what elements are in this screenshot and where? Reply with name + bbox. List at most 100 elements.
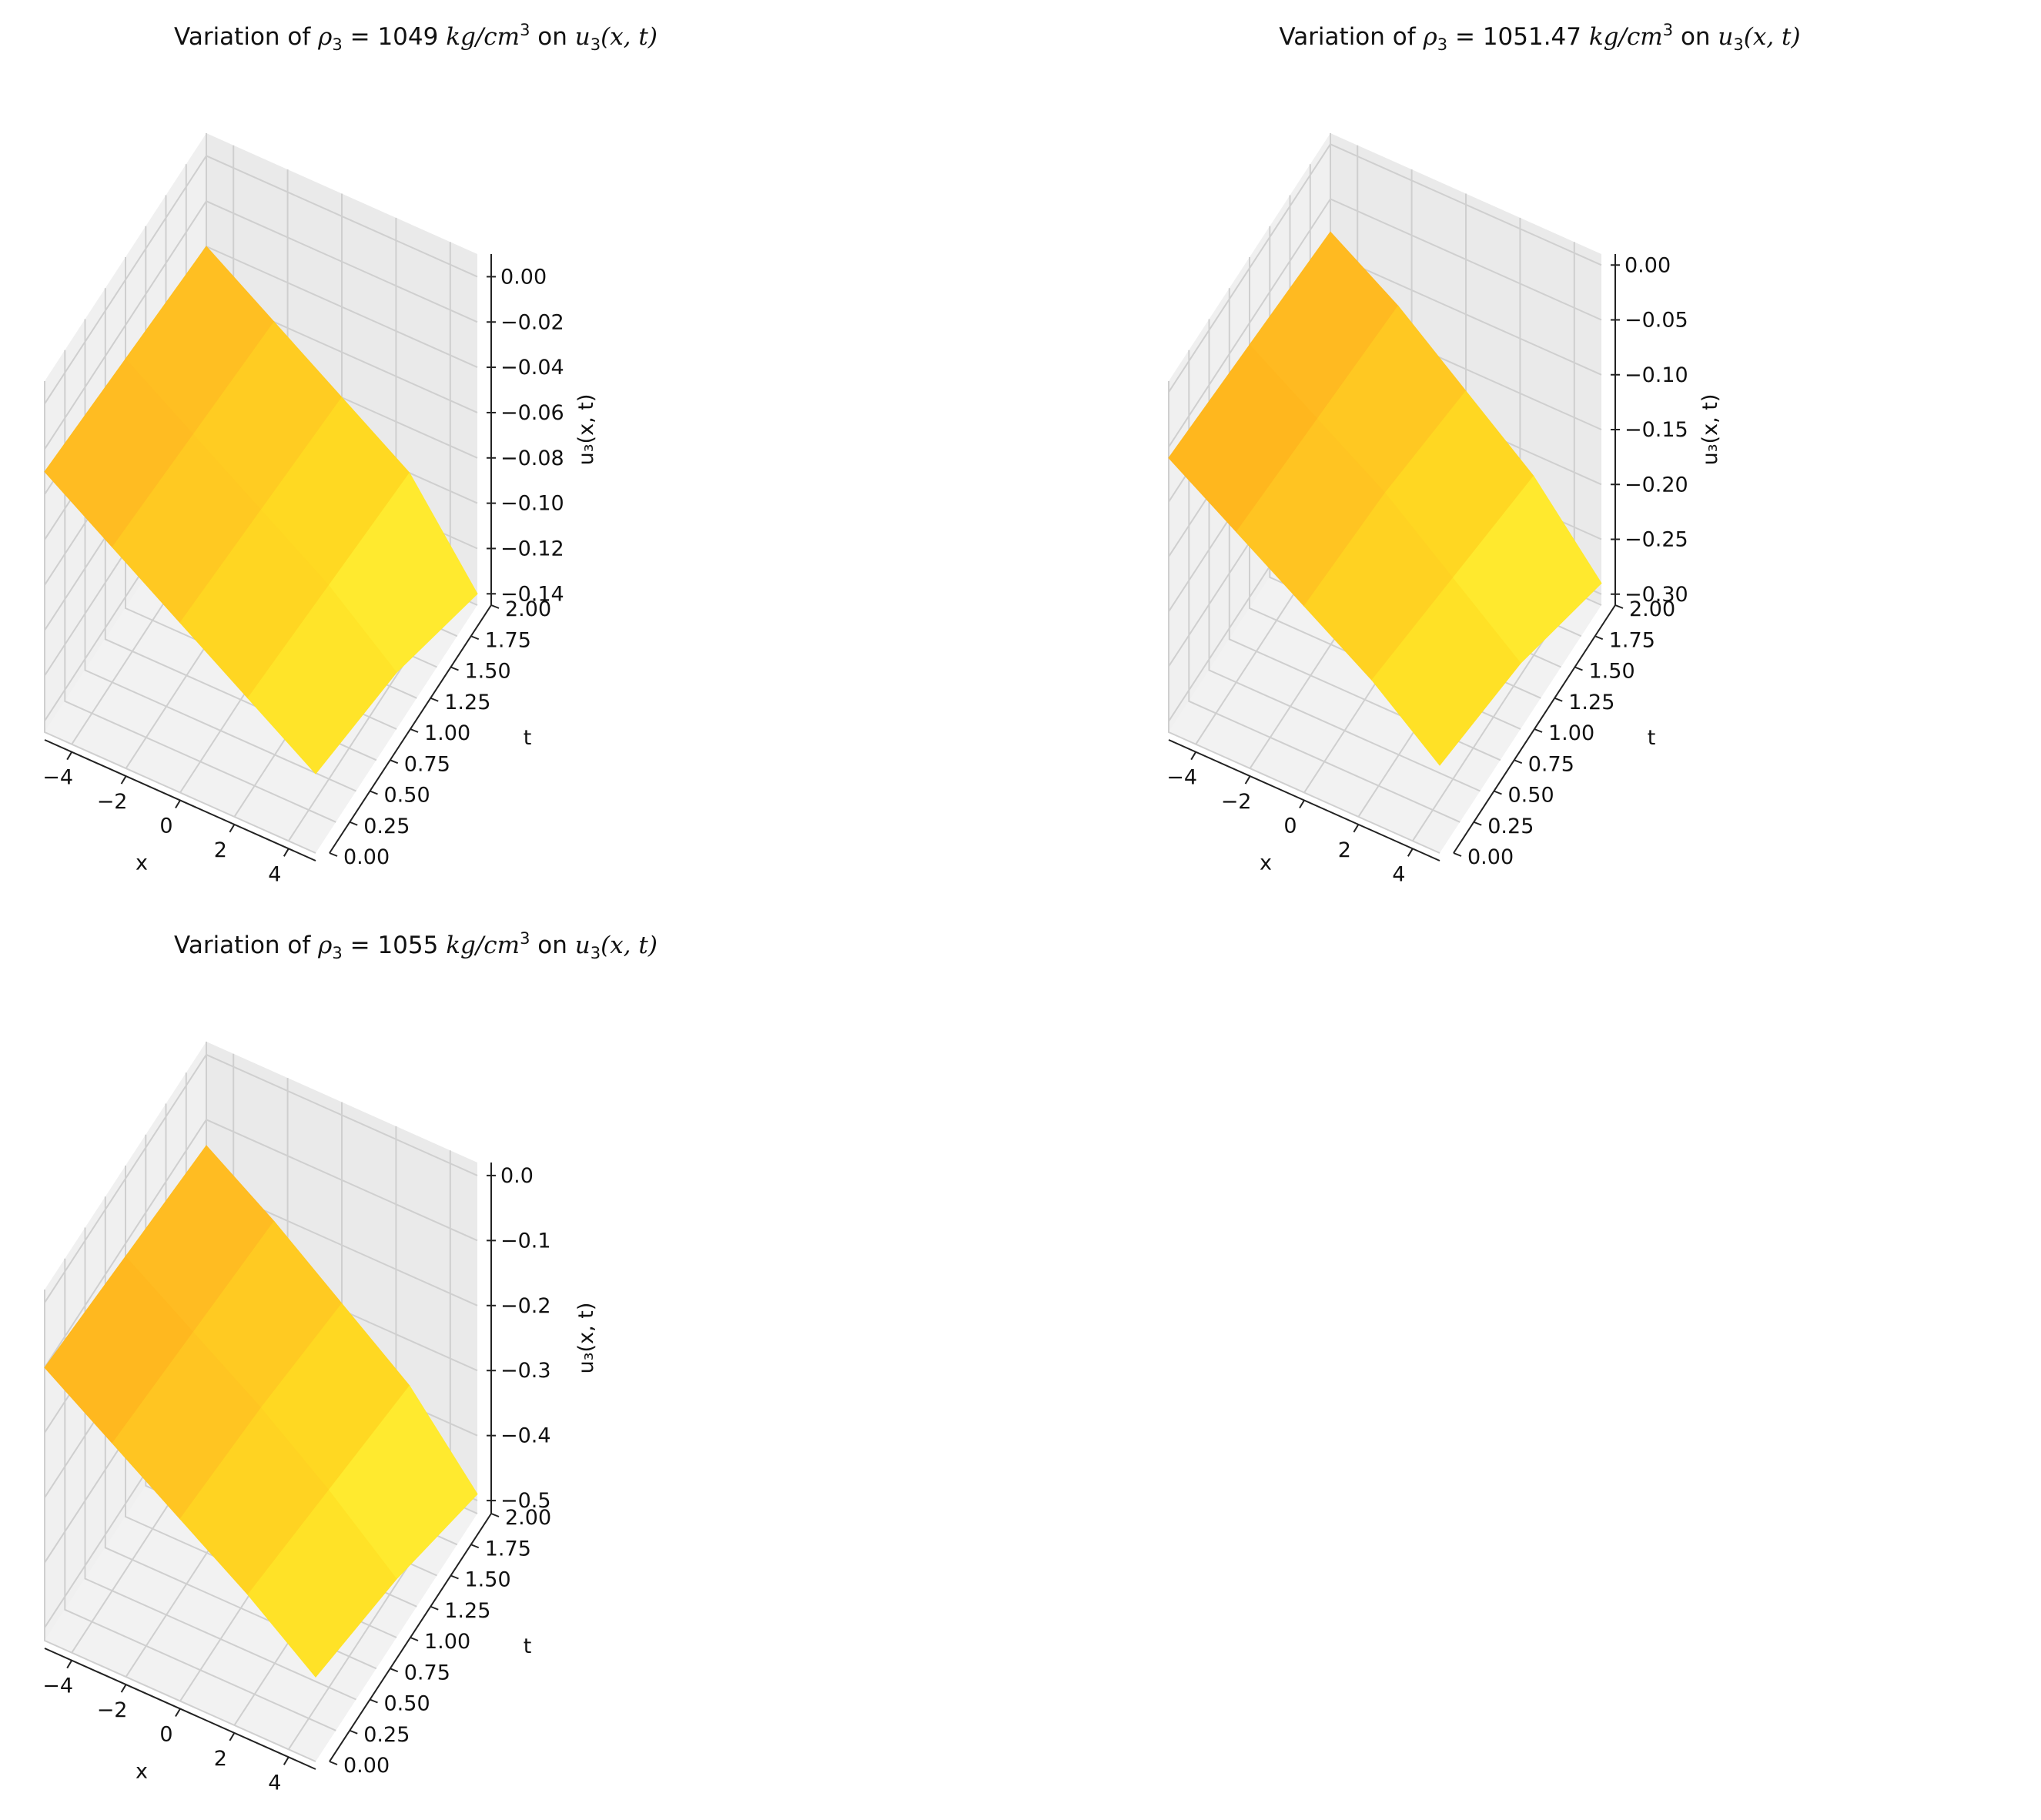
- x-tick: [1353, 824, 1360, 833]
- t-tick: [1453, 852, 1462, 857]
- z-gridline: [44, 155, 478, 404]
- z-tick-label: −0.04: [500, 356, 564, 380]
- z-tick-label: −0.5: [500, 1489, 551, 1513]
- axes-3d: −4 −2 0 2 4 0.00 0.25 0.50 0.75 1.00 1.25 1.50 1.75 2…: [42, 1042, 598, 1795]
- t-tick-label: 1.00: [424, 721, 470, 745]
- t-tick: [1554, 697, 1563, 702]
- x-tick-label: −4: [42, 1674, 73, 1698]
- t-tick: [1594, 635, 1604, 641]
- z-tick-label: 0.0: [500, 1164, 534, 1188]
- x-tick-label: −2: [1221, 790, 1252, 814]
- z-tick-label: −0.10: [1624, 363, 1688, 387]
- x-tick: [175, 799, 181, 809]
- t-tick: [470, 635, 480, 641]
- z-tick-label: −0.25: [1624, 528, 1688, 552]
- t-tick-label: 0.25: [363, 815, 410, 838]
- t-tick-label: 1.75: [485, 1537, 531, 1561]
- z-tick-label: −0.2: [500, 1294, 551, 1318]
- t-tick: [430, 1605, 439, 1611]
- t-tick-label: 0.75: [1528, 752, 1574, 776]
- panel-3: Variation of ρ3 = 1055 kg/cm3 on u3(x, t…: [42, 929, 657, 1795]
- z-tick-label: −0.06: [500, 401, 564, 425]
- t-tick: [1534, 728, 1543, 733]
- x-tick: [229, 824, 236, 833]
- t-tick-label: 2.00: [1629, 597, 1675, 621]
- z-tick-label: −0.1: [500, 1229, 551, 1253]
- x-tick: [283, 1756, 289, 1765]
- t-tick: [1473, 821, 1482, 826]
- z-tick-label: 0.00: [1624, 253, 1671, 277]
- z-gridline: [44, 1053, 478, 1303]
- z-axis-label: u₃(x, t): [574, 394, 598, 466]
- z-tick-label: −0.12: [500, 537, 564, 560]
- t-tick-label: 0.25: [1487, 815, 1534, 838]
- x-tick: [229, 1732, 236, 1741]
- z-tick-label: −0.08: [500, 447, 564, 470]
- surface-patch: [247, 1489, 397, 1678]
- t-tick-label: 1.00: [424, 1630, 470, 1654]
- t-tick: [450, 1574, 459, 1580]
- t-tick-label: 0.50: [1508, 784, 1554, 808]
- x-tick-label: 0: [159, 815, 172, 838]
- t-tick-label: 0.00: [1467, 845, 1514, 869]
- panel-title: Variation of ρ3 = 1049 kg/cm3 on u3(x, t…: [174, 21, 657, 54]
- z-gridline: [1168, 143, 1602, 393]
- t-tick-label: 1.50: [1589, 660, 1635, 684]
- surface-patch: [247, 584, 397, 775]
- t-tick-label: 2.00: [505, 1506, 551, 1530]
- x-tick-label: 4: [268, 1771, 281, 1795]
- x-tick: [1407, 848, 1414, 857]
- z-gridline: [1168, 198, 1602, 448]
- x-tick: [66, 751, 73, 761]
- z-gridline: [44, 1119, 478, 1368]
- x-axis-label: x: [136, 851, 148, 875]
- t-tick: [370, 1698, 378, 1704]
- x-tick: [1299, 799, 1305, 809]
- x-tick: [175, 1708, 181, 1718]
- z-axis-label: u₃(x, t): [1698, 394, 1722, 466]
- t-tick: [390, 1668, 399, 1673]
- t-tick-label: 1.75: [485, 628, 531, 652]
- t-tick: [1614, 604, 1624, 609]
- t-tick: [410, 728, 419, 733]
- x-tick: [120, 775, 127, 785]
- x-tick-label: 4: [268, 862, 281, 886]
- t-tick: [1574, 666, 1583, 671]
- t-tick: [329, 1761, 338, 1765]
- t-tick: [410, 1637, 419, 1641]
- t-tick: [349, 821, 358, 826]
- panel-2: Variation of ρ3 = 1051.47 kg/cm3 on u3(x…: [1166, 21, 1800, 886]
- t-tick-label: 0.25: [363, 1723, 410, 1747]
- t-axis-label: t: [524, 726, 532, 750]
- z-gridline: [44, 200, 478, 450]
- t-tick: [490, 604, 500, 609]
- x-tick-label: −2: [97, 1698, 128, 1722]
- t-tick-label: 1.25: [444, 691, 490, 714]
- t-tick: [450, 666, 459, 671]
- t-tick-label: 0.00: [343, 1754, 390, 1778]
- x-tick: [120, 1684, 127, 1693]
- t-tick-label: 0.00: [343, 845, 390, 869]
- t-tick: [349, 1729, 358, 1735]
- x-tick-label: 2: [214, 838, 227, 862]
- panel-1: Variation of ρ3 = 1049 kg/cm3 on u3(x, t…: [42, 21, 657, 886]
- t-tick: [430, 697, 439, 702]
- x-tick-label: 2: [214, 1747, 227, 1771]
- z-tick-label: −0.05: [1624, 309, 1688, 333]
- x-tick: [283, 848, 289, 857]
- z-tick-label: −0.02: [500, 310, 564, 334]
- t-tick: [1494, 790, 1502, 795]
- t-axis-label: t: [1648, 726, 1656, 750]
- x-tick-label: 2: [1338, 838, 1351, 862]
- t-tick-label: 1.25: [444, 1599, 490, 1623]
- t-tick-label: 0.75: [404, 1661, 450, 1685]
- z-tick-label: −0.15: [1624, 418, 1688, 442]
- x-tick-label: −2: [97, 790, 128, 814]
- x-tick-label: 4: [1392, 862, 1405, 886]
- t-tick: [1514, 759, 1523, 764]
- axes-3d: −4 −2 0 2 4 0.00 0.25 0.50 0.75 1.00 1.25 1.50 1.75 2…: [1166, 133, 1722, 886]
- t-tick: [329, 852, 338, 857]
- z-tick-label: −0.3: [500, 1359, 551, 1383]
- t-gridline: [44, 1290, 316, 1762]
